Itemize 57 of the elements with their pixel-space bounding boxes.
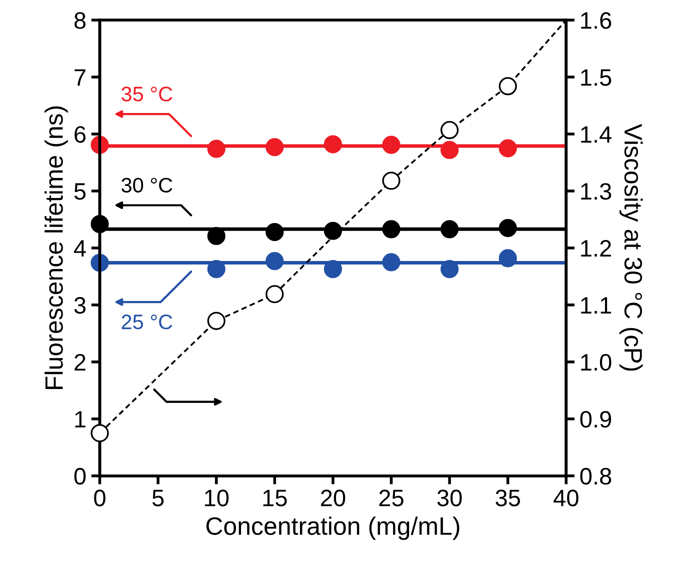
y2-tick-label: 1.1 xyxy=(581,297,612,314)
point xyxy=(207,140,226,158)
y-tick-label: 6 xyxy=(74,126,86,143)
y-tick-label: 0 xyxy=(74,468,86,485)
y2-tick-label: 1.6 xyxy=(581,12,612,29)
y-tick-label: 5 xyxy=(74,183,86,200)
series-label: 35 °C xyxy=(122,86,172,102)
point xyxy=(207,312,226,330)
y-tick-label: 7 xyxy=(74,69,86,86)
point xyxy=(382,220,400,238)
y-tick-label: 2 xyxy=(74,354,86,370)
x-tick-label: 40 xyxy=(554,490,578,506)
x-tick-label: 10 xyxy=(205,490,229,506)
legend-label: 30 °C xyxy=(122,178,172,193)
point xyxy=(498,77,517,96)
y-tick-label: 8 xyxy=(74,12,86,29)
x-axis-title: Concentration (mg/mL) xyxy=(206,516,460,540)
point xyxy=(324,260,342,278)
x-tick-label: 30 xyxy=(437,490,462,506)
y-tick-label: 4 xyxy=(74,240,86,257)
y2-axis-title: Viscosity at 30 °C (cP) xyxy=(619,124,643,371)
point xyxy=(498,139,517,158)
point xyxy=(324,135,342,154)
point xyxy=(498,218,517,238)
x-tick-label: 5 xyxy=(152,490,164,506)
point xyxy=(440,120,459,140)
y2-tick-label: 1.0 xyxy=(581,354,612,371)
point xyxy=(440,260,459,278)
x-tick-label: 15 xyxy=(263,490,287,506)
point xyxy=(266,252,284,270)
point xyxy=(440,220,459,238)
y2-tick-label: 0.9 xyxy=(580,410,612,428)
point xyxy=(207,226,226,246)
point xyxy=(440,140,459,160)
x-tick-label: 20 xyxy=(321,490,346,506)
y2-tick-label: 1.4 xyxy=(581,126,612,143)
y-tick-label: 3 xyxy=(74,297,86,314)
point xyxy=(382,172,400,190)
point xyxy=(266,285,284,304)
x-tick-label: 35 xyxy=(496,490,520,506)
point xyxy=(324,222,342,240)
text: 25 °C xyxy=(122,314,172,330)
x-tick-label: 25 xyxy=(379,490,404,506)
point xyxy=(266,222,284,242)
y-tick-label: 1 xyxy=(75,411,86,428)
point xyxy=(382,136,400,154)
y2-tick-label: 1.5 xyxy=(581,69,612,86)
y2-tick-label: 1.3 xyxy=(581,183,612,200)
y2-tick-label: 0.8 xyxy=(580,468,612,485)
point xyxy=(498,249,517,268)
point xyxy=(266,138,284,156)
x-tick-label: 0 xyxy=(94,490,106,506)
y-axis-title: Fluorescence lifetime (ns) xyxy=(44,106,68,390)
point xyxy=(207,260,226,278)
y2-tick-label: 1.2 xyxy=(581,240,611,257)
point xyxy=(382,253,400,272)
point xyxy=(90,424,109,442)
